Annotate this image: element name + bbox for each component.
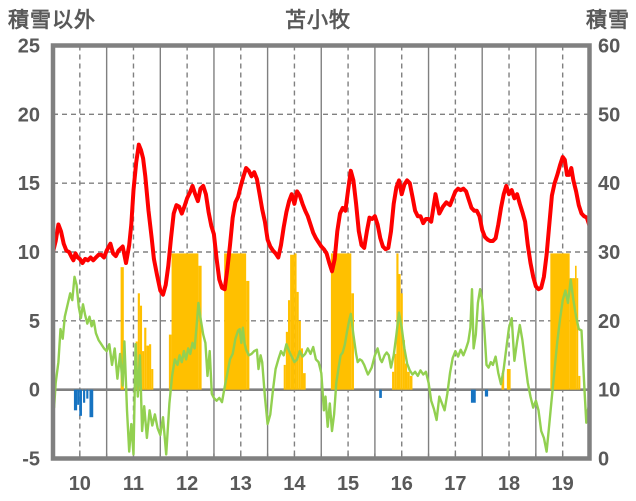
x-axis-tick-label: 10 bbox=[69, 473, 91, 495]
left-axis-tick-label: 25 bbox=[18, 36, 40, 58]
snow-bars-bar bbox=[575, 265, 577, 390]
snow-bars-bar bbox=[394, 353, 397, 390]
right-axis-tick-label: 10 bbox=[598, 380, 620, 402]
snow-bars-bar bbox=[283, 364, 286, 390]
snow-bars-bar bbox=[392, 371, 395, 390]
plot-border bbox=[50, 43, 592, 461]
snow-bars-bar bbox=[144, 327, 147, 390]
snow-bars-bar bbox=[168, 334, 172, 390]
snow-bars-bar bbox=[285, 331, 288, 390]
snow-bars-bar bbox=[139, 305, 143, 390]
snow-bars-bar bbox=[402, 340, 405, 390]
snow-bars-bar bbox=[294, 253, 297, 390]
left-axis-tick-label: 10 bbox=[18, 242, 40, 264]
left-axis-tick-label: 15 bbox=[18, 173, 40, 195]
left-axis-title: 積雪以外 bbox=[8, 9, 96, 32]
snow-bars-bar bbox=[576, 278, 579, 390]
snow-bars-bar bbox=[409, 375, 413, 390]
right-axis-tick-label: 0 bbox=[598, 449, 609, 471]
right-axis-tick-label: 50 bbox=[598, 104, 620, 126]
snow-bars-bar bbox=[120, 267, 124, 390]
snow-bars-bar bbox=[171, 253, 199, 390]
chart-title: 苫小牧 bbox=[285, 9, 351, 32]
blue-bars-bar bbox=[83, 389, 86, 403]
snow-bars-bar bbox=[287, 300, 291, 390]
snow-bars-bar bbox=[296, 291, 299, 390]
blue-bars-bar bbox=[86, 389, 89, 399]
red-line bbox=[53, 142, 590, 297]
snow-bars-bar bbox=[300, 348, 304, 390]
snow-bars-bar bbox=[224, 253, 247, 390]
blue-bars-bar bbox=[89, 389, 94, 418]
snow-bars-bar bbox=[506, 369, 511, 390]
snow-bars-bar bbox=[137, 293, 140, 390]
right-axis-tick-label: 60 bbox=[598, 36, 620, 58]
snow-bars-bar bbox=[400, 293, 403, 390]
x-axis-tick-label: 17 bbox=[444, 473, 466, 495]
x-axis-tick-label: 12 bbox=[176, 473, 198, 495]
left-axis-tick-label: 5 bbox=[29, 311, 40, 333]
x-axis-tick-label: 16 bbox=[391, 473, 413, 495]
right-axis-tick-label: 20 bbox=[598, 311, 620, 333]
right-axis-title: 積雪 bbox=[586, 9, 630, 32]
snow-bars-bar bbox=[303, 373, 306, 390]
snow-bars-bar bbox=[142, 351, 145, 390]
blue-bars-bar bbox=[73, 389, 78, 411]
blue-bars-bar bbox=[484, 389, 489, 397]
left-axis-tick-label: -5 bbox=[22, 449, 40, 471]
x-axis-tick-label: 15 bbox=[337, 473, 359, 495]
snow-bars-bar bbox=[351, 293, 354, 390]
green-line bbox=[53, 275, 590, 456]
snow-bars-bar bbox=[330, 253, 352, 390]
snow-bars-bar bbox=[298, 320, 301, 390]
blue-bars-bar bbox=[379, 389, 382, 398]
snow-bars-bar bbox=[407, 371, 410, 390]
snow-bars-bar bbox=[501, 373, 505, 390]
snow-bars-bar bbox=[149, 344, 152, 390]
snow-bars-bar bbox=[569, 278, 576, 390]
snow-bars-bar bbox=[198, 265, 202, 390]
snow-bars-bar bbox=[246, 280, 250, 390]
snow-bars-bar bbox=[151, 369, 154, 390]
blue-bars-bar bbox=[470, 389, 476, 403]
left-axis-tick-label: 20 bbox=[18, 104, 40, 126]
snow-bars-bar bbox=[290, 254, 295, 390]
x-axis-tick-label: 14 bbox=[283, 473, 306, 495]
snow-bars-bar bbox=[398, 274, 401, 390]
x-axis-tick-label: 19 bbox=[552, 473, 574, 495]
x-axis-tick-label: 13 bbox=[230, 473, 252, 495]
blue-bars-bar bbox=[77, 389, 80, 405]
series-group bbox=[53, 142, 590, 456]
right-axis-tick-label: 30 bbox=[598, 242, 620, 264]
x-axis-tick-label: 11 bbox=[123, 473, 144, 495]
snow-bars-bar bbox=[404, 363, 408, 390]
blue-bars-bar bbox=[79, 389, 82, 416]
snow-bars-bar bbox=[578, 375, 581, 390]
x-axis-tick-label: 18 bbox=[498, 473, 520, 495]
left-axis-tick-label: 0 bbox=[29, 380, 40, 402]
right-axis-tick-label: 40 bbox=[598, 173, 620, 195]
snow-bars-bar bbox=[146, 345, 150, 390]
